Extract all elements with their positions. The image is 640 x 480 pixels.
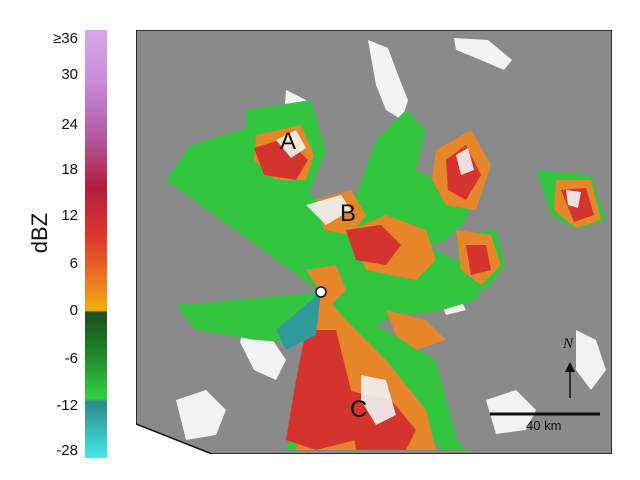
storm-label-b: B xyxy=(340,200,357,227)
tick-label: 30 xyxy=(61,66,78,83)
tick-label: 18 xyxy=(61,161,78,178)
color-scale-bar xyxy=(85,30,107,458)
storm-label-a: A xyxy=(280,128,297,155)
tick-label: -6 xyxy=(64,350,78,367)
tick-label: ≥36 xyxy=(53,30,78,47)
storm-label-c: C xyxy=(350,396,368,423)
north-label: N xyxy=(563,336,574,352)
radar-site-marker xyxy=(315,286,327,298)
radar-map xyxy=(136,30,612,454)
tick-label: 12 xyxy=(61,207,78,224)
tick-label: -12 xyxy=(56,397,78,414)
clear-air-echo xyxy=(276,292,321,350)
core-highlight-layer xyxy=(276,130,581,425)
tick-label: 6 xyxy=(69,255,78,272)
colorbar-unit-label: dBZ xyxy=(27,212,52,254)
tick-label: -28 xyxy=(56,442,78,459)
north-arrowhead-icon xyxy=(565,362,575,372)
tick-label: 24 xyxy=(61,116,78,133)
scale-label: 40 km xyxy=(526,418,562,433)
tick-label: 0 xyxy=(69,302,78,319)
